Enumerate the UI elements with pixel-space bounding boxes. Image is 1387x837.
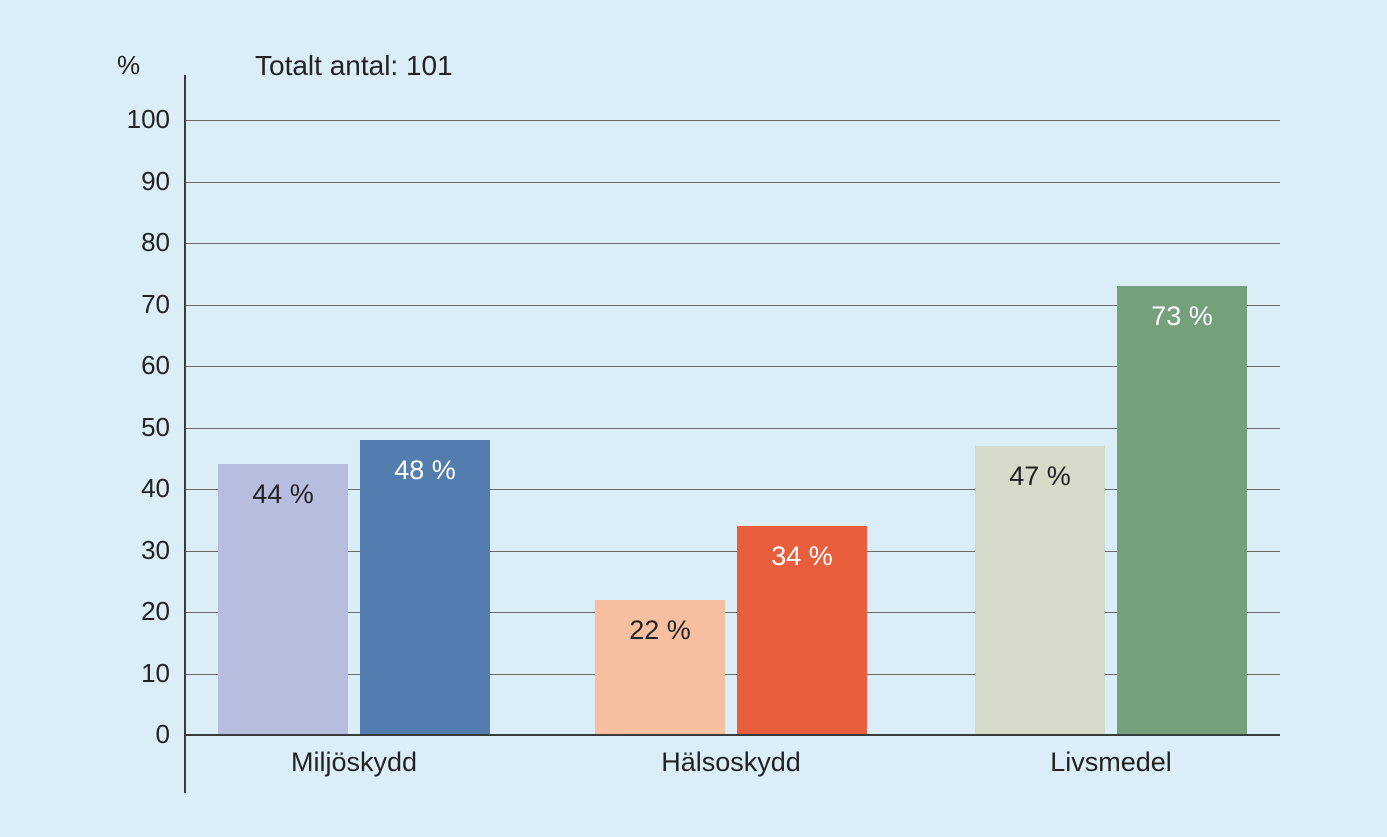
y-tick-label: 40 [110,473,170,504]
y-tick-label: 70 [110,289,170,320]
chart-canvas: % Totalt antal: 101 44 % 48 % 22 % 34 % 47 %… [0,0,1387,837]
gridline [185,243,1280,244]
bar-value-label: 34 % [771,541,833,572]
gridline [185,182,1280,183]
plot-area: 44 % 48 % 22 % 34 % 47 % 73 % [185,120,1280,735]
y-tick-label: 20 [110,596,170,627]
y-tick-label: 90 [110,166,170,197]
y-tick-label: 50 [110,412,170,443]
gridline [185,551,1280,552]
x-category-label: Hälsoskydd [595,747,867,778]
gridline [185,489,1280,490]
y-tick-label: 30 [110,535,170,566]
chart-title: Totalt antal: 101 [255,50,453,82]
x-category-label: Miljöskydd [218,747,490,778]
bar-value-label: 48 % [394,455,456,486]
bar-value-label: 47 % [1009,461,1071,492]
y-tick-label: 60 [110,350,170,381]
bar-value-label: 22 % [629,615,691,646]
gridline [185,305,1280,306]
gridline [185,428,1280,429]
gridline [185,120,1280,121]
y-tick-label: 80 [110,227,170,258]
y-axis-unit-label: % [117,50,140,81]
x-category-label: Livsmedel [975,747,1247,778]
bar-value-label: 44 % [252,479,314,510]
y-tick-label: 100 [110,104,170,135]
bar [1117,286,1247,735]
gridline [185,674,1280,675]
y-tick-label: 10 [110,658,170,689]
bar-value-label: 73 % [1151,301,1213,332]
x-axis-line [185,734,1280,736]
gridline [185,612,1280,613]
y-tick-label: 0 [110,719,170,750]
y-axis-line [184,75,186,793]
gridline [185,366,1280,367]
